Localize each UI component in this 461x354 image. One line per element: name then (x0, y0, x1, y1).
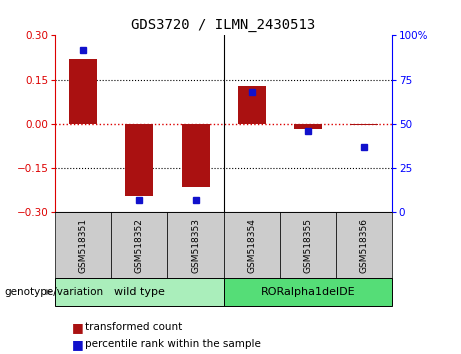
Bar (294, 124, 322, 129)
Text: GSM518355: GSM518355 (303, 218, 312, 273)
Bar (350, 124, 378, 125)
Bar (224, 278, 392, 306)
Text: RORalpha1delDE: RORalpha1delDE (260, 287, 355, 297)
Bar (280, 212, 336, 278)
Text: GSM518352: GSM518352 (135, 218, 144, 273)
Title: GDS3720 / ILMN_2430513: GDS3720 / ILMN_2430513 (131, 18, 316, 32)
Bar (336, 212, 392, 278)
Text: wild type: wild type (114, 287, 165, 297)
Bar (55, 212, 112, 278)
Text: GSM518356: GSM518356 (359, 218, 368, 273)
Text: percentile rank within the sample: percentile rank within the sample (85, 339, 261, 349)
Text: transformed count: transformed count (85, 322, 183, 332)
Text: genotype/variation: genotype/variation (5, 287, 104, 297)
Bar (237, 86, 266, 124)
Text: ■: ■ (71, 321, 83, 334)
Bar (182, 124, 210, 187)
Text: GSM518354: GSM518354 (247, 218, 256, 273)
Bar (167, 212, 224, 278)
Text: GSM518351: GSM518351 (79, 218, 88, 273)
Text: ■: ■ (71, 338, 83, 350)
Bar (69, 59, 97, 124)
Bar (55, 278, 224, 306)
Text: GSM518353: GSM518353 (191, 218, 200, 273)
Bar (125, 124, 154, 196)
Bar (224, 212, 280, 278)
Bar (112, 212, 167, 278)
